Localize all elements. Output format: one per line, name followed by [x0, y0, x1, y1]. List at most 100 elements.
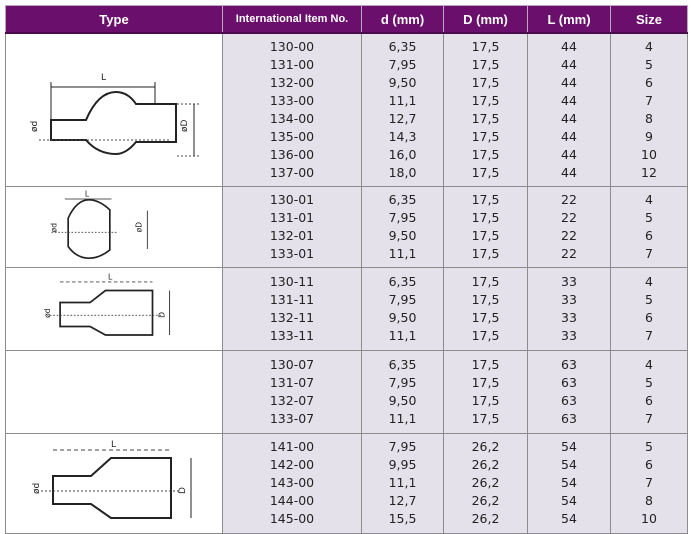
L-value: 44	[561, 56, 577, 72]
size-value: 4	[645, 356, 653, 372]
D-value: 17,5	[471, 374, 500, 390]
item-no: 133-11	[269, 327, 315, 343]
D-value: 17,5	[471, 38, 500, 54]
L-value: 33	[561, 291, 577, 307]
d-value: 11,1	[388, 410, 417, 426]
size-value: 12	[641, 164, 657, 180]
dimension-label-d: ød	[50, 223, 59, 233]
dimension-label-D: D	[178, 487, 188, 494]
d-value: 7,95	[388, 291, 417, 307]
header-L: L (mm)	[527, 5, 611, 34]
L-value: 44	[561, 38, 577, 54]
d-value: 6,35	[388, 38, 417, 54]
dimension-label-d: ød	[43, 308, 52, 318]
L-value: 22	[561, 227, 577, 243]
d-value: 9,50	[388, 227, 417, 243]
header-size: Size	[610, 5, 688, 34]
D-value: 26,2	[471, 457, 500, 472]
L-value-cell: 44 44 44 44 44 44 44 44	[527, 32, 611, 187]
D-value: 17,5	[471, 146, 500, 162]
d-value: 16,0	[388, 146, 417, 162]
item-no: 133-07	[269, 410, 315, 426]
L-value: 54	[561, 457, 577, 472]
item-no: 131-11	[269, 291, 315, 307]
L-value: 22	[561, 191, 577, 207]
size-value-cell: 4 5 6 7	[610, 349, 688, 434]
D-value: 26,2	[471, 439, 500, 454]
D-value: 17,5	[471, 128, 500, 144]
item-no: 137-00	[269, 164, 315, 180]
D-value: 26,2	[471, 475, 500, 490]
d-value: 11,1	[388, 245, 417, 261]
L-value: 44	[561, 128, 577, 144]
d-value: 7,95	[388, 439, 417, 454]
header-item-no: International Item No.	[222, 5, 362, 34]
d-value: 9,50	[388, 74, 417, 90]
dimension-label-L: L	[111, 440, 116, 450]
item-no: 143-00	[269, 475, 315, 490]
size-value: 7	[645, 410, 653, 426]
size-value-cell: 4 5 6 7 8 9 10 12	[610, 32, 688, 187]
dimension-label-d: ød	[32, 483, 42, 494]
bulb-sleeve-short-icon: Lød øD	[50, 190, 148, 260]
d-value-cell: 6,35 7,95 9,50 11,1	[361, 185, 444, 268]
item-no: 130-00	[269, 38, 315, 54]
L-value-cell: 22 22 22 22	[527, 185, 611, 268]
size-value-cell: 4 5 6 7	[610, 266, 688, 351]
size-value: 8	[645, 493, 653, 508]
L-value-cell: 54 54 54 54 54	[527, 432, 611, 534]
L-value: 63	[561, 374, 577, 390]
size-value: 7	[645, 475, 653, 490]
L-value: 44	[561, 164, 577, 180]
size-value: 8	[645, 110, 653, 126]
header-type: Type	[5, 5, 223, 34]
L-value: 63	[561, 410, 577, 426]
item-no-cell: 130-07 131-07 132-07 133-07	[222, 349, 362, 434]
d-value-cell: 6,35 7,95 9,50 11,1	[361, 266, 444, 351]
header-row: Type International Item No. d (mm) D (mm…	[5, 5, 688, 34]
D-value: 17,5	[471, 291, 500, 307]
L-value: 22	[561, 209, 577, 225]
d-value: 7,95	[388, 56, 417, 72]
D-value: 17,5	[471, 74, 500, 90]
size-value: 6	[645, 74, 653, 90]
L-value: 54	[561, 493, 577, 508]
dimension-label-L: L	[85, 190, 90, 199]
d-value: 7,95	[388, 374, 417, 390]
size-value: 10	[641, 511, 657, 526]
L-value: 44	[561, 110, 577, 126]
D-value: 17,5	[471, 327, 500, 343]
item-no: 131-01	[269, 209, 315, 225]
item-no: 131-07	[269, 374, 315, 390]
size-value: 9	[645, 128, 653, 144]
size-value: 7	[645, 245, 653, 261]
d-value: 7,95	[388, 209, 417, 225]
item-no: 131-00	[269, 56, 315, 72]
L-value: 63	[561, 392, 577, 408]
size-value: 5	[645, 209, 653, 225]
bulb-sleeve-long-icon: Lød øD	[30, 73, 199, 157]
D-value: 17,5	[471, 56, 500, 72]
d-value: 11,1	[388, 92, 417, 108]
size-value: 4	[645, 191, 653, 207]
dimension-label-D: øD	[180, 119, 190, 132]
item-no: 132-00	[269, 74, 315, 90]
d-value: 9,50	[388, 309, 417, 325]
size-value: 6	[645, 457, 653, 472]
D-value-cell: 17,5 17,5 17,5 17,5	[443, 266, 528, 351]
d-value: 18,0	[388, 164, 417, 180]
size-value-cell: 5 6 7 8 10	[610, 432, 688, 534]
item-no-cell: 130-11 131-11 132-11 133-11	[222, 266, 362, 351]
tapered-sleeve-icon: Lød D	[43, 272, 171, 336]
size-value: 6	[645, 227, 653, 243]
D-value: 17,5	[471, 410, 500, 426]
D-value: 26,2	[471, 511, 500, 526]
